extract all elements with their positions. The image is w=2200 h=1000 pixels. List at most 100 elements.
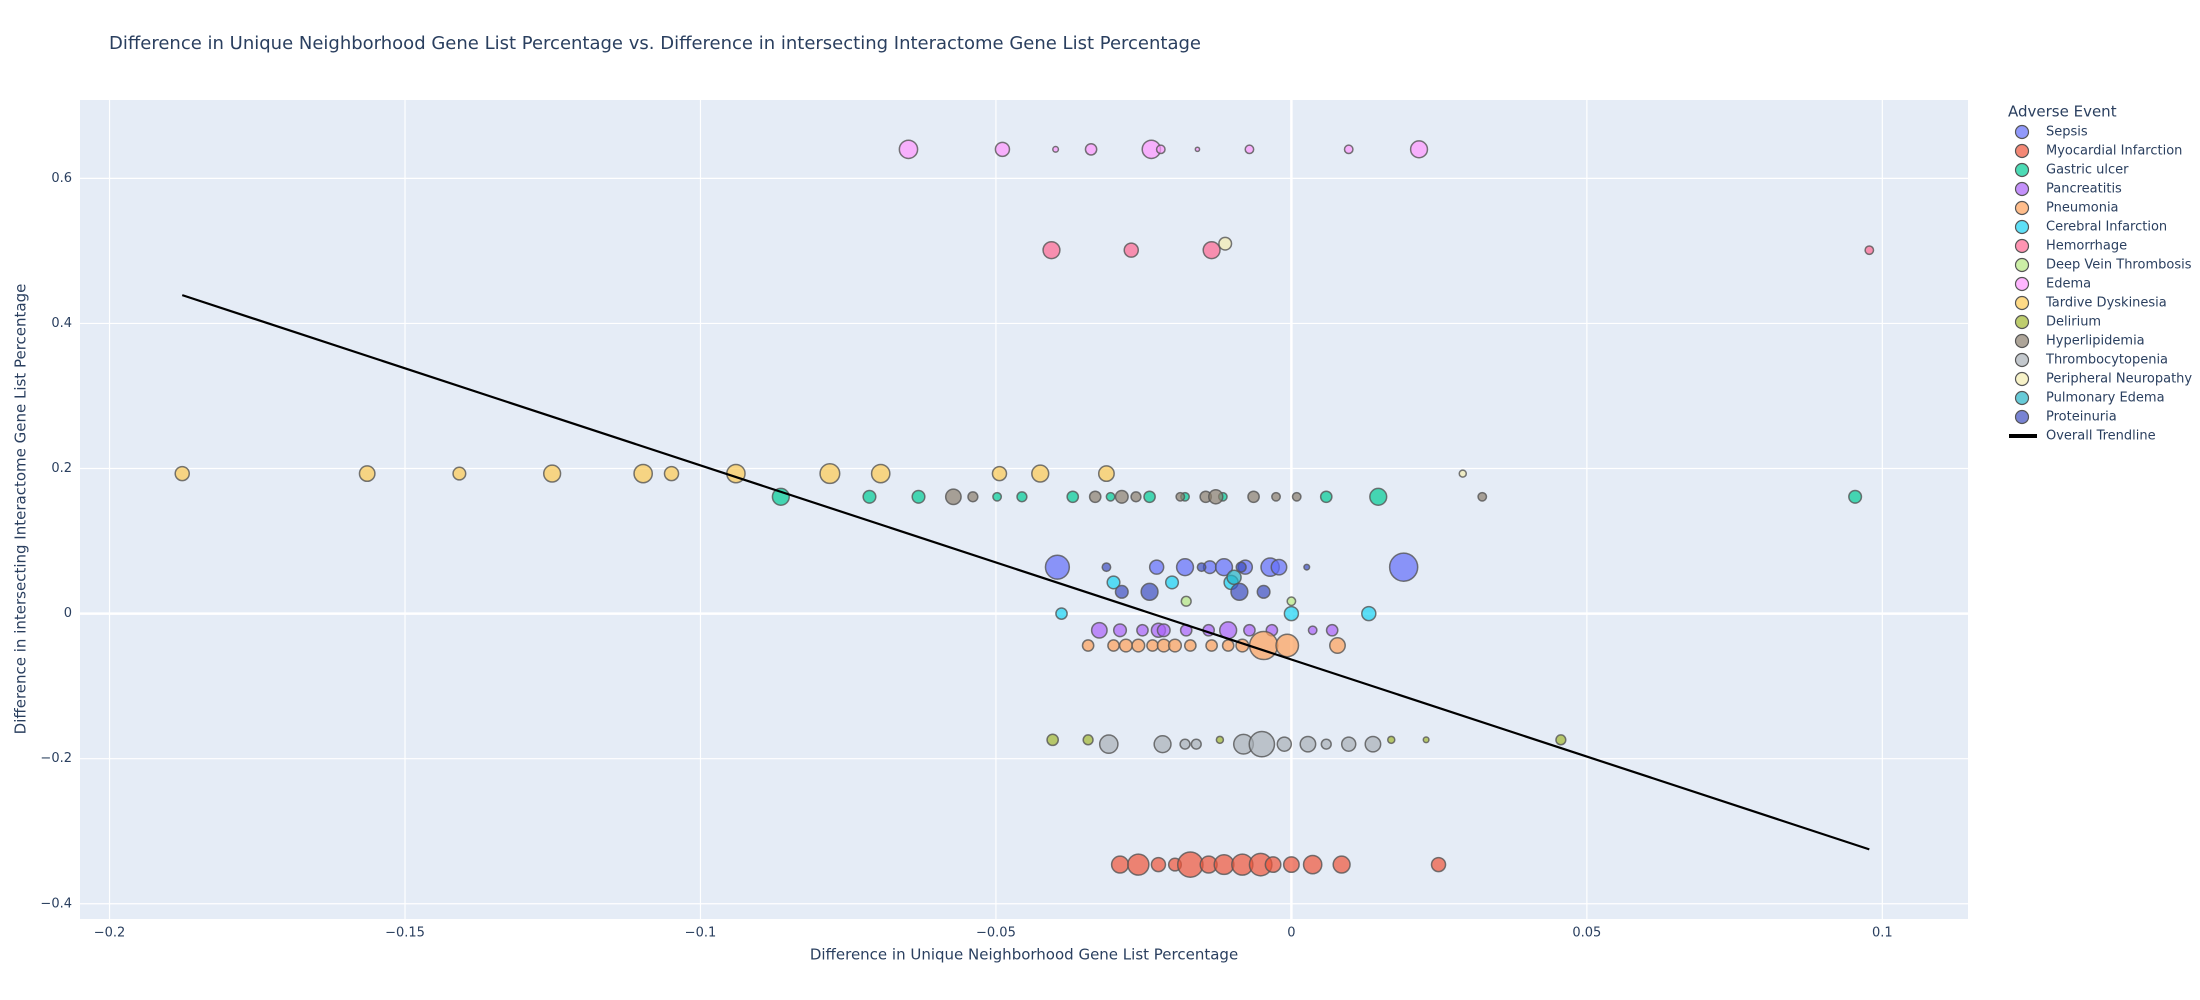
bubble [1388, 552, 1419, 582]
y-tick-label: 0.2 [51, 461, 72, 476]
legend-label: Myocardial Infarction [2046, 144, 2182, 159]
bubble [1271, 491, 1281, 502]
bubble [1044, 554, 1071, 580]
bubble [663, 465, 680, 482]
bubble [992, 491, 1003, 502]
trendline [181, 294, 1870, 851]
x-tick-label: −0.2 [94, 926, 126, 941]
series [898, 139, 1429, 160]
bubble [1270, 558, 1288, 576]
bubble [1319, 490, 1333, 504]
bubble [1235, 561, 1247, 573]
legend-label: Overall Trendline [2046, 429, 2156, 444]
bubble [1248, 630, 1279, 661]
bubble [1458, 469, 1468, 478]
bubble [898, 139, 919, 160]
series [174, 463, 1115, 485]
bubble [1055, 607, 1068, 620]
marks [174, 139, 1875, 878]
bubble [1205, 639, 1218, 652]
bubble [1369, 487, 1388, 506]
bubble [1283, 605, 1300, 622]
legend-marker [2014, 314, 2030, 330]
legend: Adverse Event Sepsis Myocardial Infarction… [2008, 103, 2192, 444]
bubble [1110, 855, 1130, 874]
bubble [1097, 465, 1115, 483]
legend-label: Pancreatitis [2046, 182, 2122, 197]
x-tick-label: −0.15 [385, 926, 425, 941]
bubble [1107, 639, 1120, 652]
bubble [1081, 639, 1095, 652]
bubble [1409, 140, 1429, 159]
bubble [1190, 738, 1202, 750]
bubble [1105, 491, 1116, 502]
bubble [944, 488, 962, 506]
legend-marker [2014, 257, 2030, 273]
series [1101, 561, 1311, 602]
bubble [1299, 735, 1317, 753]
bubble [1031, 464, 1050, 483]
bubble [1180, 595, 1192, 607]
x-tick-label: 0 [1287, 926, 1295, 941]
bubble [1275, 633, 1300, 658]
bubble [1361, 605, 1377, 622]
bubble [1175, 558, 1195, 577]
bubble [1291, 491, 1302, 502]
bubble [1214, 558, 1234, 577]
legend-marker [2014, 390, 2030, 406]
bubble [1230, 582, 1249, 602]
bubble [1140, 582, 1159, 602]
legend-label: Peripheral Neuropathy [2046, 372, 2192, 387]
bubble [967, 491, 979, 503]
chart-title: Difference in Unique Neighborhood Gene L… [109, 33, 1201, 54]
x-tick-label: −0.05 [976, 926, 1016, 941]
bubble [1430, 856, 1447, 873]
y-tick-label: 0 [64, 606, 72, 621]
legend-label: Proteinuria [2046, 410, 2117, 425]
bubble [862, 489, 877, 504]
bubble [1150, 856, 1167, 873]
bubble [1127, 853, 1150, 876]
legend-label: Deep Vein Thrombosis [2046, 258, 2192, 273]
bubble [1215, 735, 1225, 745]
bubble [1114, 584, 1129, 599]
bubble [1196, 562, 1207, 573]
legend-label: Edema [2046, 277, 2091, 292]
bubble [1387, 735, 1396, 745]
series [944, 488, 1488, 506]
x-tick-label: −0.1 [685, 926, 717, 941]
bubble [1332, 855, 1351, 874]
bubble [1221, 639, 1235, 652]
bubble [1303, 563, 1311, 571]
bubble [1052, 145, 1060, 153]
bubble [1123, 242, 1140, 258]
bubble [1864, 245, 1875, 256]
bubble [911, 489, 926, 504]
legend-label: Gastric ulcer [2046, 163, 2129, 178]
bubble [1325, 623, 1339, 637]
legend-marker [2014, 143, 2030, 159]
bubble [1248, 730, 1276, 758]
legend-marker [2014, 352, 2030, 368]
bubble [1101, 562, 1112, 573]
bubble [1156, 623, 1171, 638]
bubble [542, 464, 562, 483]
legend-marker [2014, 409, 2030, 425]
series [1042, 240, 1875, 260]
legend-label: Hemorrhage [2046, 239, 2127, 254]
bubble [1218, 236, 1233, 251]
bubble [1046, 733, 1060, 747]
bubble [1213, 854, 1235, 876]
bubble [1243, 623, 1256, 637]
legend-label: Cerebral Infarction [2046, 220, 2167, 235]
bubble [991, 465, 1008, 482]
bubble [1167, 638, 1183, 653]
series [1110, 851, 1447, 878]
y-tick-label: −0.4 [40, 896, 72, 911]
bubble [1343, 144, 1354, 155]
bubble [1264, 856, 1282, 874]
bubble [1555, 734, 1567, 746]
legend-marker [2014, 276, 2030, 292]
bubble [1176, 851, 1204, 878]
series [1226, 569, 1242, 586]
